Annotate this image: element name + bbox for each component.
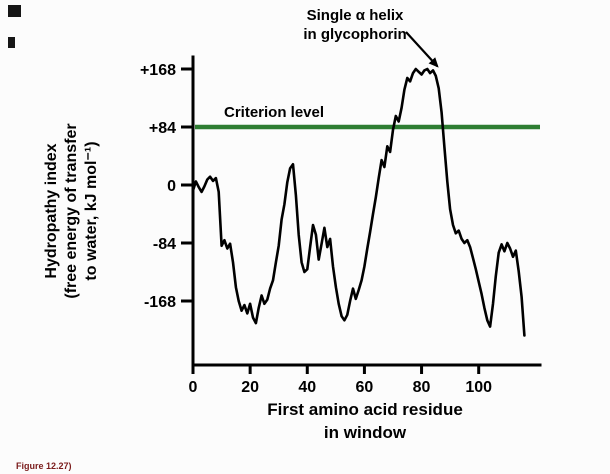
x-axis-label: First amino acid residue in window	[215, 398, 515, 444]
page-corner-mark	[8, 5, 21, 17]
peak-annotation-line1: Single α helix	[306, 7, 404, 24]
y-tick-label: -84	[153, 236, 176, 253]
curve-group	[191, 67, 526, 337]
x-axis-label-line2: in window	[323, 423, 407, 442]
x-tick-label: 40	[298, 379, 316, 396]
x-tick-label: 20	[241, 379, 259, 396]
x-tick-label: 80	[413, 379, 431, 396]
y-tick-label: 0	[167, 178, 176, 195]
x-tick-label: 60	[356, 379, 374, 396]
annotation-arrow	[405, 31, 439, 68]
peak-annotation: Single α helix in glycophorin	[250, 6, 460, 44]
ticks-group: +168 +84 0 -84 -168 0 20 40 60 80 100	[140, 62, 492, 396]
y-tick-label: -168	[144, 294, 176, 311]
y-tick-label: +84	[149, 120, 176, 137]
y-tick-label: +168	[140, 62, 176, 79]
hydropathy-curve	[191, 67, 526, 337]
annotation-arrow-group	[405, 31, 439, 68]
x-axis-label-line1: First amino acid residue	[267, 400, 463, 419]
x-tick-label: 100	[465, 379, 492, 396]
criterion-level-label: Criterion level	[224, 104, 325, 121]
peak-annotation-line2: in glycophorin	[303, 26, 407, 43]
x-tick-label: 0	[189, 379, 198, 396]
page-edge-mark	[8, 37, 15, 48]
figure-caption: Figure 12.27)	[16, 461, 72, 471]
